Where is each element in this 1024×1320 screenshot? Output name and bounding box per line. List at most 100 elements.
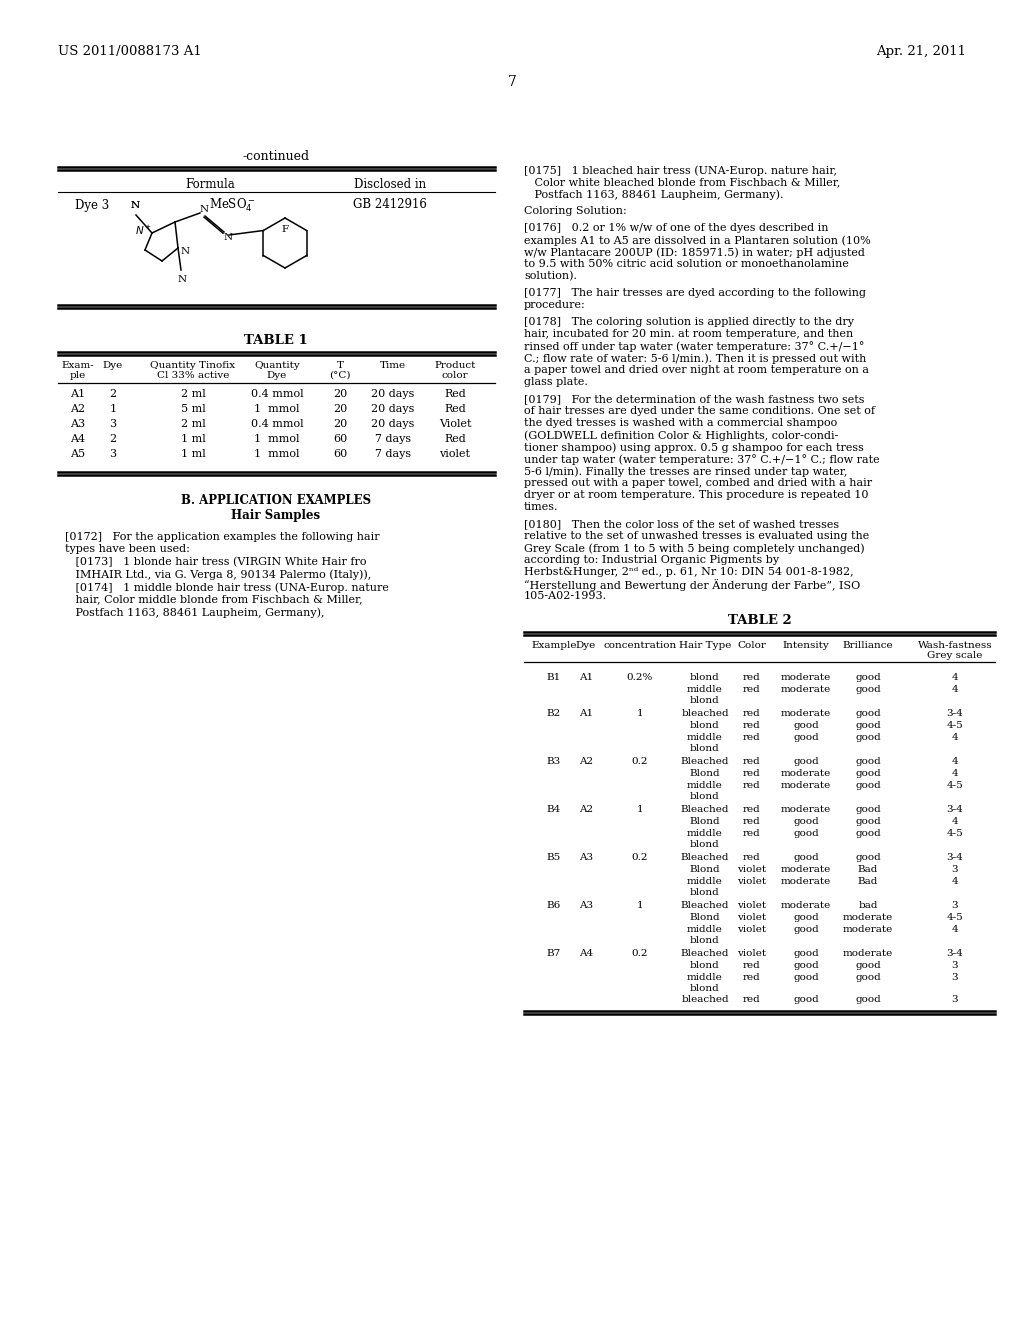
Text: Color: Color: [737, 640, 766, 649]
Text: Bleached: Bleached: [681, 758, 729, 767]
Text: 20: 20: [333, 389, 347, 399]
Text: 3: 3: [110, 418, 117, 429]
Text: times.: times.: [524, 502, 558, 512]
Text: pressed out with a paper towel, combed and dried with a hair: pressed out with a paper towel, combed a…: [524, 478, 872, 488]
Text: 3: 3: [951, 961, 958, 970]
Text: (°C): (°C): [330, 371, 351, 380]
Text: good: good: [855, 758, 881, 767]
Text: A1: A1: [579, 710, 593, 718]
Text: 0.4 mmol: 0.4 mmol: [251, 418, 303, 429]
Text: tioner shampoo) using approx. 0.5 g shampoo for each tress: tioner shampoo) using approx. 0.5 g sham…: [524, 442, 864, 453]
Text: 60: 60: [333, 449, 347, 459]
Text: blond: blond: [690, 673, 720, 682]
Text: Formula: Formula: [185, 178, 234, 191]
Text: middle: middle: [687, 829, 723, 837]
Text: 20 days: 20 days: [372, 418, 415, 429]
Text: good: good: [855, 805, 881, 814]
Text: blond: blond: [690, 888, 720, 898]
Text: good: good: [855, 854, 881, 862]
Text: Bleached: Bleached: [681, 949, 729, 958]
Text: rinsed off under tap water (water temperature: 37° C.+/−1°: rinsed off under tap water (water temper…: [524, 341, 864, 352]
Text: B6: B6: [547, 902, 561, 911]
Text: procedure:: procedure:: [524, 300, 586, 310]
Text: red: red: [743, 770, 761, 777]
Text: Wash-fastness: Wash-fastness: [918, 640, 992, 649]
Text: Postfach 1163, 88461 Laupheim, Germany),: Postfach 1163, 88461 Laupheim, Germany),: [65, 607, 325, 618]
Text: to 9.5 with 50% citric acid solution or monoethanolamine: to 9.5 with 50% citric acid solution or …: [524, 259, 849, 269]
Text: red: red: [743, 710, 761, 718]
Text: a paper towel and dried over night at room temperature on a: a paper towel and dried over night at ro…: [524, 366, 869, 375]
Text: 2 ml: 2 ml: [180, 389, 206, 399]
Text: Bleached: Bleached: [681, 854, 729, 862]
Text: [0175]   1 bleached hair tress (UNA-Europ. nature hair,: [0175] 1 bleached hair tress (UNA-Europ.…: [524, 165, 837, 176]
Text: 4-5: 4-5: [946, 829, 964, 837]
Text: moderate: moderate: [781, 770, 831, 777]
Text: US 2011/0088173 A1: US 2011/0088173 A1: [58, 45, 202, 58]
Text: red: red: [743, 973, 761, 982]
Text: 20: 20: [333, 404, 347, 414]
Text: blond: blond: [690, 721, 720, 730]
Text: A3: A3: [71, 418, 86, 429]
Text: “Herstellung and Bewertung der Änderung der Farbe”, ISO: “Herstellung and Bewertung der Änderung …: [524, 579, 860, 591]
Text: N: N: [223, 234, 232, 243]
Text: w/w Plantacare 200UP (ID: 185971.5) in water; pH adjusted: w/w Plantacare 200UP (ID: 185971.5) in w…: [524, 247, 865, 257]
Text: dryer or at room temperature. This procedure is repeated 10: dryer or at room temperature. This proce…: [524, 490, 868, 500]
Text: good: good: [794, 817, 819, 826]
Text: Hair Samples: Hair Samples: [231, 510, 321, 523]
Text: Product: Product: [434, 360, 476, 370]
Text: according to: Industrial Organic Pigments by: according to: Industrial Organic Pigment…: [524, 554, 779, 565]
Text: Apr. 21, 2011: Apr. 21, 2011: [876, 45, 966, 58]
Text: blond: blond: [690, 744, 720, 752]
Text: 1: 1: [637, 805, 643, 814]
Text: 3-4: 3-4: [946, 710, 964, 718]
Text: 1: 1: [637, 902, 643, 911]
Text: Bleached: Bleached: [681, 805, 729, 814]
Text: 5-6 l/min). Finally the tresses are rinsed under tap water,: 5-6 l/min). Finally the tresses are rins…: [524, 466, 848, 477]
Text: 2 ml: 2 ml: [180, 418, 206, 429]
Text: A2: A2: [71, 404, 86, 414]
Text: Herbst&Hunger, 2ⁿᵈ ed., p. 61, Nr 10: DIN 54 001-8-1982,: Herbst&Hunger, 2ⁿᵈ ed., p. 61, Nr 10: DI…: [524, 568, 854, 577]
Text: Intensity: Intensity: [782, 640, 829, 649]
Text: good: good: [855, 685, 881, 693]
Text: good: good: [855, 817, 881, 826]
Text: middle: middle: [687, 733, 723, 742]
Text: 4: 4: [951, 673, 958, 682]
Text: 4: 4: [951, 876, 958, 886]
Text: violet: violet: [737, 876, 767, 886]
Text: hair, incubated for 20 min. at room temperature, and then: hair, incubated for 20 min. at room temp…: [524, 329, 853, 339]
Text: A3: A3: [579, 902, 593, 911]
Text: Grey scale: Grey scale: [928, 651, 983, 660]
Text: bleached: bleached: [681, 995, 729, 1005]
Text: good: good: [855, 829, 881, 837]
Text: glass plate.: glass plate.: [524, 378, 588, 387]
Text: good: good: [855, 961, 881, 970]
Text: middle: middle: [687, 876, 723, 886]
Text: Quantity Tinofix: Quantity Tinofix: [151, 360, 236, 370]
Text: [0178]   The coloring solution is applied directly to the dry: [0178] The coloring solution is applied …: [524, 317, 854, 327]
Text: middle: middle: [687, 685, 723, 693]
Text: violet: violet: [439, 449, 470, 459]
Text: good: good: [855, 995, 881, 1005]
Text: A4: A4: [579, 949, 593, 958]
Text: 20 days: 20 days: [372, 389, 415, 399]
Text: blond: blond: [690, 792, 720, 801]
Text: red: red: [743, 733, 761, 742]
Text: violet: violet: [737, 949, 767, 958]
Text: Hair Type: Hair Type: [679, 640, 731, 649]
Text: 7 days: 7 days: [375, 449, 411, 459]
Text: [0177]   The hair tresses are dyed according to the following: [0177] The hair tresses are dyed accordi…: [524, 288, 866, 298]
Text: good: good: [855, 710, 881, 718]
Text: 3-4: 3-4: [946, 949, 964, 958]
Text: good: good: [855, 673, 881, 682]
Text: N: N: [177, 276, 186, 285]
Text: Postfach 1163, 88461 Laupheim, Germany).: Postfach 1163, 88461 Laupheim, Germany).: [524, 189, 783, 199]
Text: 4: 4: [951, 770, 958, 777]
Text: A3: A3: [579, 854, 593, 862]
Text: good: good: [855, 780, 881, 789]
Text: Bad: Bad: [858, 865, 879, 874]
Text: relative to the set of unwashed tresses is evaluated using the: relative to the set of unwashed tresses …: [524, 531, 869, 541]
Text: 3: 3: [951, 995, 958, 1005]
Text: blond: blond: [690, 983, 720, 993]
Text: violet: violet: [737, 865, 767, 874]
Text: Red: Red: [444, 434, 466, 444]
